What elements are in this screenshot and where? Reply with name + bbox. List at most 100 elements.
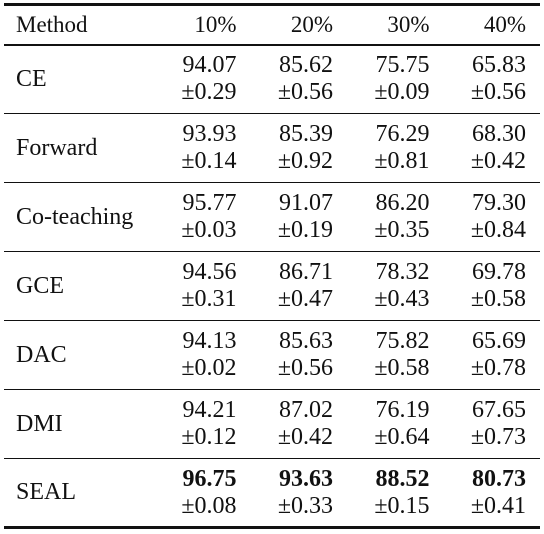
std-value: ±0.58 xyxy=(374,355,430,381)
mean-value: 85.39 xyxy=(279,121,333,147)
value-cell: 96.75 ±0.08 xyxy=(154,458,251,529)
std-value: ±0.14 xyxy=(181,148,237,174)
method-cell: GCE xyxy=(4,251,154,321)
results-table: Method 10% 20% 30% 40% CE 94.07 ±0.29 85.… xyxy=(4,3,540,529)
std-value: ±0.41 xyxy=(470,492,526,519)
table-row: Forward 93.93 ±0.14 85.39 ±0.92 76.29 ±0.81… xyxy=(4,113,540,183)
value-cell: 85.62 ±0.56 xyxy=(250,44,347,114)
value-cell: 94.56 ±0.31 xyxy=(154,251,251,321)
std-value: ±0.47 xyxy=(277,286,333,312)
table-row: Co-teaching 95.77 ±0.03 91.07 ±0.19 86.20 ±… xyxy=(4,182,540,252)
mean-value: 76.19 xyxy=(375,397,430,423)
value-cell: 94.13 ±0.02 xyxy=(154,320,251,390)
method-cell: SEAL xyxy=(4,458,154,529)
std-value: ±0.15 xyxy=(374,492,430,519)
mean-value: 94.07 xyxy=(182,52,237,79)
std-value: ±0.42 xyxy=(470,148,526,174)
std-value: ±0.31 xyxy=(181,286,237,312)
std-value: ±0.43 xyxy=(374,286,430,312)
std-value: ±0.02 xyxy=(181,355,237,381)
method-cell: Forward xyxy=(4,113,154,183)
method-cell: Co-teaching xyxy=(4,182,154,252)
mean-value: 94.13 xyxy=(182,328,237,354)
mean-value: 87.02 xyxy=(279,397,333,423)
value-cell: 65.83 ±0.56 xyxy=(443,44,540,114)
std-value: ±0.09 xyxy=(374,79,430,106)
mean-value: 94.56 xyxy=(182,259,237,285)
value-cell: 85.39 ±0.92 xyxy=(250,113,347,183)
value-cell: 80.73 ±0.41 xyxy=(443,458,540,529)
std-value: ±0.33 xyxy=(277,492,333,519)
mean-value: 93.63 xyxy=(279,465,333,492)
mean-value: 88.52 xyxy=(375,465,430,492)
mean-value: 86.20 xyxy=(375,190,430,216)
value-cell: 76.29 ±0.81 xyxy=(347,113,444,183)
mean-value: 68.30 xyxy=(472,121,526,147)
std-value: ±0.64 xyxy=(374,424,430,450)
mean-value: 65.83 xyxy=(472,52,526,79)
table-row: CE 94.07 ±0.29 85.62 ±0.56 75.75 ±0.09 65.8… xyxy=(4,44,540,114)
std-value: ±0.56 xyxy=(277,355,333,381)
value-cell: 94.07 ±0.29 xyxy=(154,44,251,114)
std-value: ±0.78 xyxy=(470,355,526,381)
std-value: ±0.42 xyxy=(277,424,333,450)
header-30pct: 30% xyxy=(347,3,444,46)
table-row: DMI 94.21 ±0.12 87.02 ±0.42 76.19 ±0.64 67.… xyxy=(4,389,540,459)
mean-value: 65.69 xyxy=(472,328,526,354)
mean-value: 78.32 xyxy=(375,259,430,285)
mean-value: 93.93 xyxy=(182,121,237,147)
mean-value: 96.75 xyxy=(182,465,237,492)
std-value: ±0.29 xyxy=(181,79,237,106)
std-value: ±0.58 xyxy=(470,286,526,312)
std-value: ±0.92 xyxy=(277,148,333,174)
header-20pct: 20% xyxy=(250,3,347,46)
value-cell: 75.75 ±0.09 xyxy=(347,44,444,114)
std-value: ±0.12 xyxy=(181,424,237,450)
value-cell: 86.20 ±0.35 xyxy=(347,182,444,252)
value-cell: 75.82 ±0.58 xyxy=(347,320,444,390)
std-value: ±0.19 xyxy=(277,217,333,243)
value-cell: 93.63 ±0.33 xyxy=(250,458,347,529)
mean-value: 75.82 xyxy=(375,328,430,354)
value-cell: 86.71 ±0.47 xyxy=(250,251,347,321)
table-row-best: SEAL 96.75 ±0.08 93.63 ±0.33 88.52 ±0.15 80… xyxy=(4,458,540,529)
mean-value: 75.75 xyxy=(375,52,430,79)
header-method: Method xyxy=(4,3,154,46)
value-cell: 95.77 ±0.03 xyxy=(154,182,251,252)
header-40pct: 40% xyxy=(443,3,540,46)
value-cell: 69.78 ±0.58 xyxy=(443,251,540,321)
std-value: ±0.56 xyxy=(277,79,333,106)
std-value: ±0.81 xyxy=(374,148,430,174)
table-row: DAC 94.13 ±0.02 85.63 ±0.56 75.82 ±0.58 65.… xyxy=(4,320,540,390)
value-cell: 94.21 ±0.12 xyxy=(154,389,251,459)
mean-value: 85.63 xyxy=(279,328,333,354)
value-cell: 68.30 ±0.42 xyxy=(443,113,540,183)
mean-value: 69.78 xyxy=(472,259,526,285)
mean-value: 95.77 xyxy=(182,190,237,216)
value-cell: 91.07 ±0.19 xyxy=(250,182,347,252)
mean-value: 91.07 xyxy=(279,190,333,216)
std-value: ±0.03 xyxy=(181,217,237,243)
mean-value: 79.30 xyxy=(472,190,526,216)
mean-value: 80.73 xyxy=(472,465,526,492)
header-10pct: 10% xyxy=(154,3,251,46)
mean-value: 67.65 xyxy=(472,397,526,423)
std-value: ±0.08 xyxy=(181,492,237,519)
mean-value: 76.29 xyxy=(375,121,430,147)
mean-value: 94.21 xyxy=(182,397,237,423)
mean-value: 85.62 xyxy=(279,52,333,79)
value-cell: 87.02 ±0.42 xyxy=(250,389,347,459)
value-cell: 85.63 ±0.56 xyxy=(250,320,347,390)
std-value: ±0.35 xyxy=(374,217,430,243)
method-cell: DMI xyxy=(4,389,154,459)
value-cell: 76.19 ±0.64 xyxy=(347,389,444,459)
std-value: ±0.84 xyxy=(470,217,526,243)
value-cell: 78.32 ±0.43 xyxy=(347,251,444,321)
value-cell: 93.93 ±0.14 xyxy=(154,113,251,183)
value-cell: 67.65 ±0.73 xyxy=(443,389,540,459)
value-cell: 88.52 ±0.15 xyxy=(347,458,444,529)
std-value: ±0.56 xyxy=(470,79,526,106)
value-cell: 65.69 ±0.78 xyxy=(443,320,540,390)
value-cell: 79.30 ±0.84 xyxy=(443,182,540,252)
